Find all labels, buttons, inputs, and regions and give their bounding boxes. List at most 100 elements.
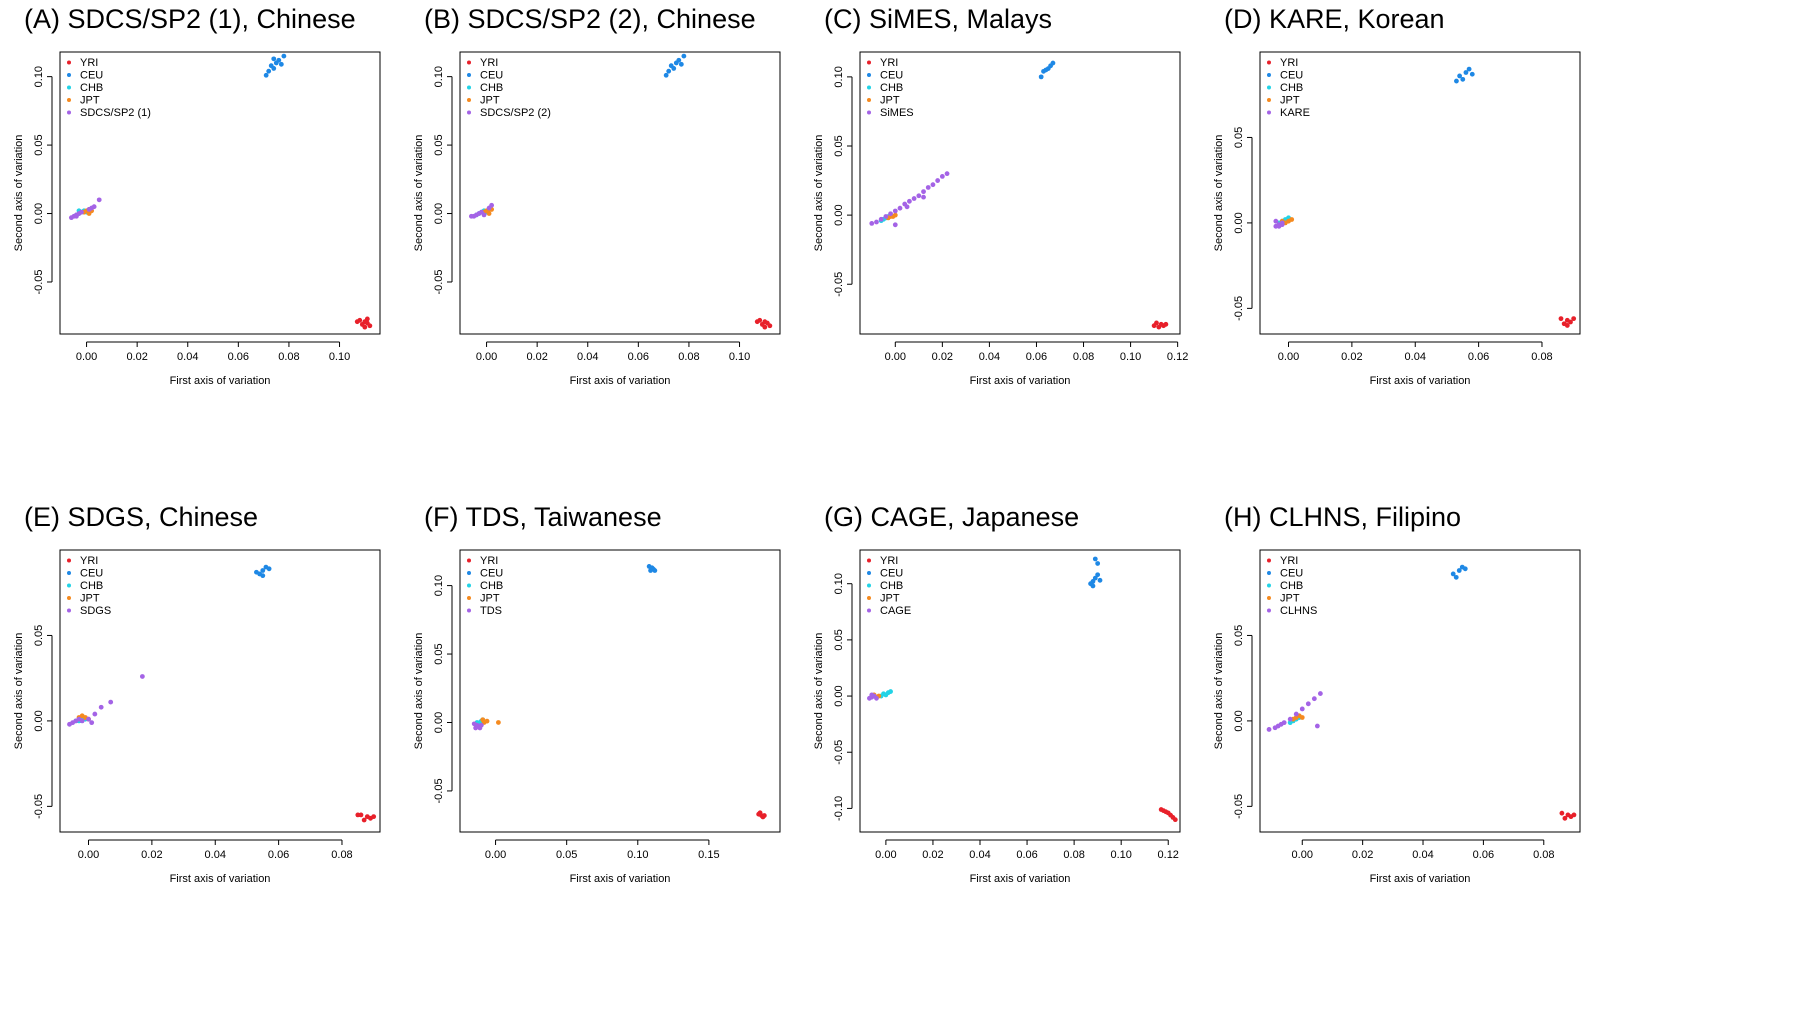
x-axis-label: First axis of variation <box>970 873 1071 885</box>
legend-marker <box>867 73 871 77</box>
data-point <box>74 213 79 219</box>
data-point <box>1462 566 1468 572</box>
x-axis-label: First axis of variation <box>170 873 271 885</box>
y-tick-label: 0.00 <box>33 203 45 224</box>
data-point <box>652 568 658 573</box>
chart-panel: (C) SiMES, Malays 0.00 0.02 0.04 0.06 0.08 0.1… <box>808 4 1208 394</box>
plot-frame <box>459 549 781 833</box>
chart-panel: (D) KARE, Korean 0.00 0.02 0.04 0.06 0.08 Firs… <box>1208 4 1608 394</box>
legend-marker <box>467 98 471 102</box>
legend-label: YRI <box>80 57 98 69</box>
y-tick-label: 0.05 <box>833 135 845 156</box>
data-point <box>869 692 875 698</box>
data-point <box>1314 723 1320 729</box>
legend-marker <box>467 60 471 65</box>
data-point <box>1571 316 1577 322</box>
x-tick-label: 0.02 <box>922 849 943 861</box>
data-point <box>489 202 495 208</box>
legend-marker <box>67 608 71 613</box>
data-point <box>1090 583 1096 589</box>
y-axis-label: Second axis of variation <box>1213 633 1225 750</box>
data-point <box>354 319 360 325</box>
x-tick-label: 0.00 <box>1292 849 1313 861</box>
data-point <box>281 53 287 59</box>
data-point <box>1568 319 1573 325</box>
x-tick-label: 0.10 <box>627 849 648 861</box>
chart-panel: (A) SDCS/SP2 (1), Chinese 0.00 0.02 0.04 0.0… <box>8 4 408 394</box>
chart-title: (H) CLHNS, Filipino <box>1224 502 1462 532</box>
chart-panel: (B) SDCS/SP2 (2), Chinese 0.00 0.02 0.04 0.0… <box>408 4 808 394</box>
x-axis-label: First axis of variation <box>570 375 671 387</box>
data-point <box>1460 76 1466 82</box>
data-point <box>869 221 875 226</box>
data-point <box>1562 815 1568 821</box>
x-tick-label: 0.02 <box>126 351 147 363</box>
data-point <box>676 57 682 63</box>
data-point <box>944 171 950 177</box>
data-point <box>1163 321 1169 327</box>
chart-panel: (E) SDGS, Chinese 0.00 0.02 0.04 0.06 0.08 Fir… <box>8 502 408 892</box>
data-point <box>1151 323 1157 329</box>
y-axis-label: Second axis of variation <box>813 633 825 750</box>
y-axis-label: Second axis of variation <box>1213 135 1225 252</box>
data-point <box>367 323 373 329</box>
chart-title: (A) SDCS/SP2 (1), Chinese <box>24 4 356 34</box>
y-tick-label: 0.00 <box>1233 212 1245 233</box>
y-tick-label: 0.00 <box>833 685 845 706</box>
data-point <box>1311 696 1317 702</box>
data-point <box>263 72 269 78</box>
legend-marker <box>67 60 71 65</box>
data-point <box>364 316 370 322</box>
legend-marker <box>867 98 871 102</box>
data-point <box>1299 706 1305 712</box>
data-point <box>271 56 277 62</box>
data-point <box>883 214 889 219</box>
data-point <box>278 61 284 67</box>
legend-marker <box>467 558 471 563</box>
x-tick-label: 0.00 <box>76 351 97 363</box>
y-tick-label: 0.00 <box>433 203 445 224</box>
legend-marker <box>67 110 71 115</box>
legend-label: JPT <box>880 95 900 107</box>
data-point <box>86 716 91 722</box>
plot-frame <box>1259 51 1581 335</box>
data-point <box>930 182 936 188</box>
legend-marker <box>867 596 871 600</box>
data-point <box>468 213 474 219</box>
legend-marker <box>67 98 71 102</box>
data-point <box>888 211 893 217</box>
x-axis-label: First axis of variation <box>170 375 271 387</box>
y-tick-label: 0.05 <box>433 643 445 664</box>
data-point <box>1287 716 1293 722</box>
legend-label: CEU <box>480 70 503 82</box>
data-point <box>878 216 884 222</box>
data-point <box>1097 577 1103 583</box>
legend-marker <box>67 558 71 563</box>
y-tick-label: 0.10 <box>433 66 445 87</box>
data-point <box>1279 222 1285 228</box>
scatter-plot: 0.00 0.02 0.04 0.06 0.08 First axis of variat… <box>1213 51 1581 387</box>
legend-label: YRI <box>480 555 498 567</box>
data-point <box>671 66 677 71</box>
data-point <box>1558 316 1564 322</box>
legend-label: YRI <box>1280 57 1298 69</box>
y-tick-label: 0.05 <box>33 134 45 155</box>
x-tick-label: 0.08 <box>1063 849 1084 861</box>
data-point <box>767 323 773 329</box>
data-point <box>888 689 893 694</box>
data-point <box>1092 556 1098 562</box>
legend-marker <box>867 608 871 613</box>
legend-marker <box>1267 596 1271 600</box>
data-point <box>89 720 95 726</box>
scatter-plot: 0.00 0.02 0.04 0.06 0.08 0.10 First axis of va… <box>413 51 781 387</box>
data-point <box>68 215 74 221</box>
x-tick-label: 0.04 <box>1405 351 1426 363</box>
plot-frame <box>859 549 1181 833</box>
data-point <box>1287 720 1293 726</box>
legend-label: CHB <box>80 580 103 592</box>
x-tick-label: 0.08 <box>1073 351 1094 363</box>
legend-label: CHB <box>1280 580 1303 592</box>
data-point <box>925 185 931 190</box>
scatter-plot: 0.00 0.05 0.10 0.15 First axis of variation -… <box>413 549 781 885</box>
data-point <box>762 324 768 330</box>
